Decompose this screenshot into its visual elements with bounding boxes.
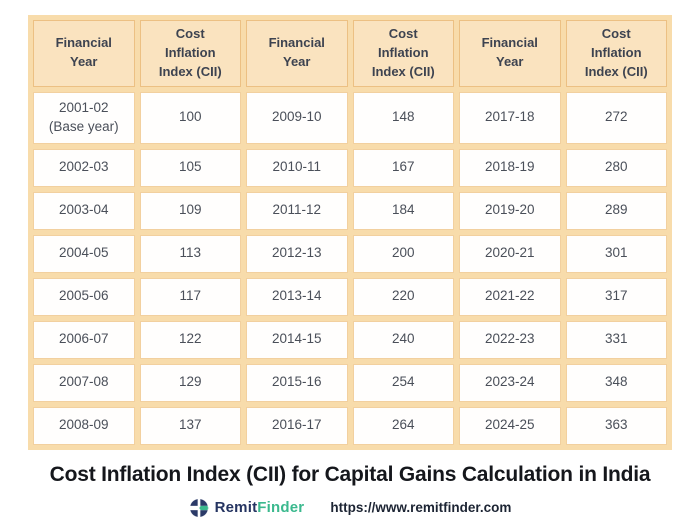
table-cell: 2001-02 (Base year) [33, 91, 135, 144]
table-cell: 167 [352, 148, 454, 187]
table-cell: 280 [565, 148, 667, 187]
column-header: Financial Year [459, 20, 561, 87]
table-cell: 2021-22 [459, 277, 561, 316]
table-cell: 2023-24 [459, 363, 561, 402]
table-cell: 2015-16 [246, 363, 348, 402]
table-cell: 2009-10 [246, 91, 348, 144]
brand-name-primary: Remit [214, 499, 258, 517]
table-row: 2005-06 117 2013-14 220 2021-22 317 [33, 277, 667, 316]
table-cell: 317 [565, 277, 667, 316]
remitfinder-globe-icon [188, 497, 209, 518]
footer: RemitFinder https://www.remitfinder.com [188, 497, 512, 518]
table-cell: 289 [565, 191, 667, 230]
table-cell: 2003-04 [33, 191, 135, 230]
table-cell: 200 [352, 234, 454, 273]
table-row: 2006-07 122 2014-15 240 2022-23 331 [33, 320, 667, 359]
brand-name: RemitFinder [215, 499, 305, 516]
table-cell: 2005-06 [33, 277, 135, 316]
table-cell: 2011-12 [246, 191, 348, 230]
table-cell: 2012-13 [246, 234, 348, 273]
table-cell: 105 [139, 148, 241, 187]
table-cell: 331 [565, 320, 667, 359]
table-cell: 2014-15 [246, 320, 348, 359]
table-cell: 272 [565, 91, 667, 144]
table-cell: 264 [352, 406, 454, 445]
column-header: Financial Year [246, 20, 348, 87]
cii-table-body: 2001-02 (Base year) 100 2009-10 148 2017-18 2… [33, 91, 667, 445]
table-row: 2004-05 113 2012-13 200 2020-21 301 [33, 234, 667, 273]
table-cell: 117 [139, 277, 241, 316]
table-cell: 348 [565, 363, 667, 402]
table-cell: 148 [352, 91, 454, 144]
column-header: Cost Inflation Index (CII) [565, 20, 667, 87]
table-row: 2001-02 (Base year) 100 2009-10 148 2017-18 2… [33, 91, 667, 144]
table-cell: 2006-07 [33, 320, 135, 359]
brand-name-secondary: Finder [257, 499, 305, 517]
table-cell: 2007-08 [33, 363, 135, 402]
table-cell: 2016-17 [246, 406, 348, 445]
table-cell: 184 [352, 191, 454, 230]
table-cell: 301 [565, 234, 667, 273]
cii-table-header: Financial Year Cost Inflation Index (CII)… [33, 20, 667, 87]
table-cell: 113 [139, 234, 241, 273]
header-row: Financial Year Cost Inflation Index (CII)… [33, 20, 667, 87]
table-cell: 2010-11 [246, 148, 348, 187]
table-row: 2002-03 105 2010-11 167 2018-19 280 [33, 148, 667, 187]
table-cell: 254 [352, 363, 454, 402]
table-cell: 2004-05 [33, 234, 135, 273]
column-header: Cost Inflation Index (CII) [139, 20, 241, 87]
table-cell: 2008-09 [33, 406, 135, 445]
table-row: 2003-04 109 2011-12 184 2019-20 289 [33, 191, 667, 230]
table-cell: 363 [565, 406, 667, 445]
column-header: Financial Year [33, 20, 135, 87]
table-cell: 137 [139, 406, 241, 445]
table-cell: 2002-03 [33, 148, 135, 187]
table-cell: 2022-23 [459, 320, 561, 359]
column-header: Cost Inflation Index (CII) [352, 20, 454, 87]
table-cell: 2018-19 [459, 148, 561, 187]
table-cell: 2017-18 [459, 91, 561, 144]
table-cell: 2024-25 [459, 406, 561, 445]
table-cell: 2013-14 [246, 277, 348, 316]
cii-table: Financial Year Cost Inflation Index (CII)… [28, 15, 672, 450]
remitfinder-logo: RemitFinder [188, 497, 305, 518]
table-cell: 220 [352, 277, 454, 316]
table-row: 2008-09 137 2016-17 264 2024-25 363 [33, 406, 667, 445]
page-title: Cost Inflation Index (CII) for Capital G… [49, 462, 651, 486]
site-url: https://www.remitfinder.com [330, 500, 512, 516]
table-cell: 109 [139, 191, 241, 230]
table-cell: 240 [352, 320, 454, 359]
table-cell: 129 [139, 363, 241, 402]
table-cell: 100 [139, 91, 241, 144]
table-row: 2007-08 129 2015-16 254 2023-24 348 [33, 363, 667, 402]
table-cell: 2019-20 [459, 191, 561, 230]
table-cell: 2020-21 [459, 234, 561, 273]
table-cell: 122 [139, 320, 241, 359]
